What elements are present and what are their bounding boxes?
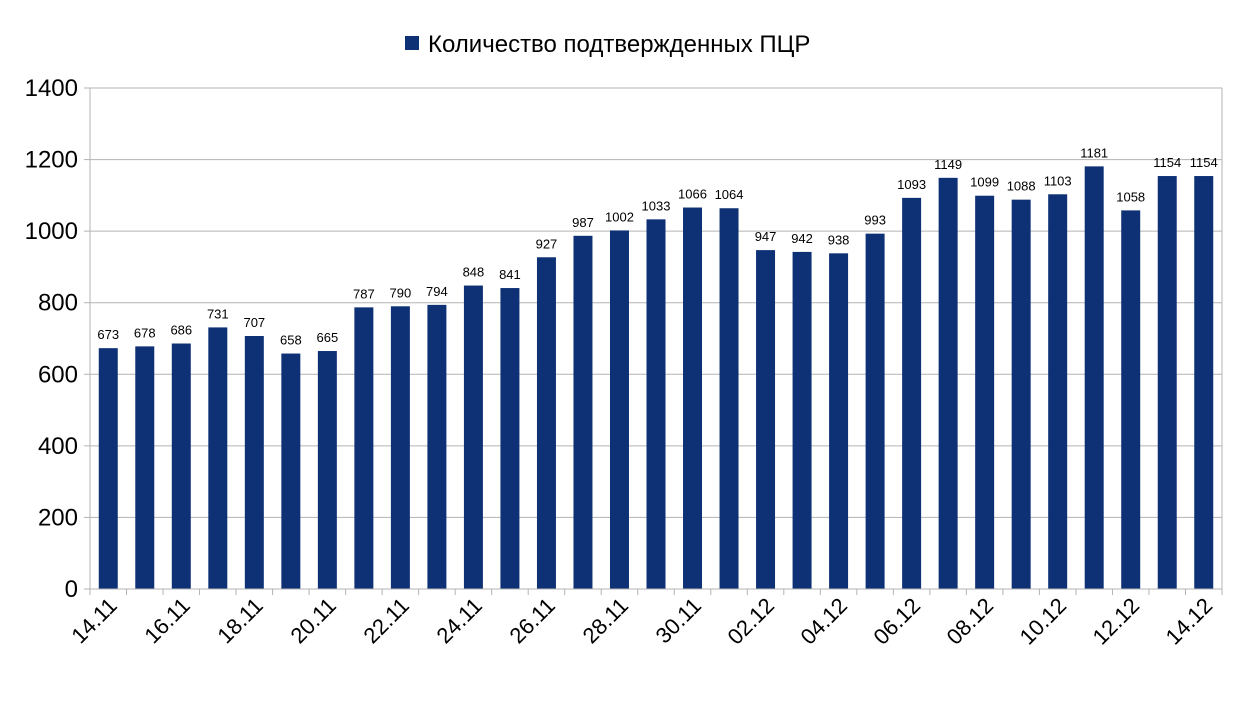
- bar: [902, 197, 922, 590]
- data-label: 658: [280, 333, 302, 348]
- data-label: 987: [572, 215, 594, 230]
- x-tick-label: 04.12: [796, 593, 853, 650]
- x-tick-label: 18.11: [212, 593, 267, 648]
- data-label: 938: [828, 232, 850, 247]
- bar: [208, 327, 228, 589]
- data-label: 665: [317, 330, 339, 345]
- data-label: 1103: [1044, 173, 1072, 188]
- bar: [427, 304, 447, 589]
- bar: [500, 288, 520, 589]
- data-label: 1154: [1190, 155, 1218, 170]
- x-tick-label: 06.12: [869, 593, 926, 650]
- data-label: 686: [170, 323, 192, 338]
- bar: [573, 235, 593, 590]
- bar: [244, 335, 264, 589]
- bar: [171, 343, 191, 589]
- x-tick-label: 22.11: [358, 593, 413, 648]
- x-tick-label: 24.11: [432, 593, 487, 648]
- bar: [829, 253, 849, 589]
- data-label: 841: [499, 267, 521, 282]
- y-tick-label: 800: [38, 290, 78, 317]
- data-label: 1149: [934, 157, 962, 172]
- data-label: 731: [207, 306, 229, 321]
- data-label: 942: [791, 231, 813, 246]
- data-label: 673: [97, 327, 119, 342]
- y-tick-label: 200: [38, 504, 78, 531]
- bar: [390, 306, 410, 589]
- data-label: 993: [864, 213, 886, 228]
- bar: [938, 177, 958, 589]
- x-tick-label: 20.11: [285, 593, 340, 648]
- bar: [98, 348, 118, 589]
- data-label: 1002: [605, 209, 634, 224]
- x-tick-label: 10.12: [1015, 593, 1072, 650]
- bar: [756, 250, 776, 589]
- data-label: 1033: [642, 198, 671, 213]
- data-label: 1181: [1080, 145, 1108, 160]
- bar: [975, 195, 995, 589]
- bar: [536, 257, 556, 589]
- data-label: 1088: [1007, 179, 1036, 194]
- y-tick-label: 0: [65, 576, 78, 603]
- data-label: 1066: [678, 187, 707, 202]
- bar: [135, 346, 155, 589]
- data-label: 707: [243, 315, 265, 330]
- legend-swatch: [405, 36, 419, 50]
- bars: [98, 166, 1214, 590]
- x-tick-label: 12.12: [1088, 593, 1145, 650]
- data-label: 947: [755, 229, 777, 244]
- bar: [719, 208, 739, 590]
- x-tick-label: 30.11: [651, 593, 706, 648]
- bar: [281, 353, 301, 589]
- data-label: 1154: [1153, 155, 1181, 170]
- bar: [354, 307, 374, 589]
- data-label: 790: [390, 285, 412, 300]
- data-label: 848: [463, 265, 485, 280]
- data-label: 678: [134, 325, 156, 340]
- bar: [1194, 176, 1214, 590]
- data-label: 1064: [715, 187, 744, 202]
- bar: [1121, 210, 1141, 589]
- y-tick-label: 400: [38, 433, 78, 460]
- bar: [1084, 166, 1104, 589]
- y-tick-label: 1000: [25, 218, 78, 245]
- data-label: 1058: [1116, 189, 1145, 204]
- bar: [1011, 199, 1031, 589]
- x-tick-label: 26.11: [505, 593, 560, 648]
- bar: [1157, 176, 1177, 590]
- x-axis-ticks: 14.11 16.11 18.11 20.11 22.11 24.11 26.11 28.11…: [66, 589, 1223, 650]
- bar: [317, 351, 337, 589]
- x-tick-label: 02.12: [722, 593, 779, 650]
- x-tick-label: 28.11: [578, 593, 633, 648]
- y-tick-label: 1400: [25, 75, 78, 102]
- y-axis-ticks: 0 200 400 600 800 1000 1200 1400: [25, 75, 78, 603]
- data-label: 794: [426, 284, 448, 299]
- y-tick-label: 1200: [25, 147, 78, 174]
- data-label: 1099: [970, 175, 999, 190]
- x-tick-label: 14.12: [1161, 593, 1218, 650]
- bar: [792, 251, 812, 590]
- bar: [463, 285, 483, 589]
- x-tick-label: 08.12: [942, 593, 999, 650]
- y-tick-label: 600: [38, 361, 78, 388]
- legend: Количество подтвержденных ПЦР: [405, 31, 810, 58]
- bar: [683, 207, 703, 589]
- bar: [865, 233, 885, 589]
- bar: [646, 219, 666, 590]
- bar: [609, 230, 629, 590]
- data-label: 787: [353, 286, 375, 301]
- bar: [1048, 194, 1068, 589]
- data-labels: 673 678 686 731 707 658 665 787 790 794 848 841 927 9…: [97, 145, 1217, 347]
- x-tick-label: 16.11: [139, 593, 194, 648]
- data-label: 1093: [897, 177, 926, 192]
- data-label: 927: [536, 236, 558, 251]
- legend-label: Количество подтвержденных ПЦР: [428, 31, 810, 58]
